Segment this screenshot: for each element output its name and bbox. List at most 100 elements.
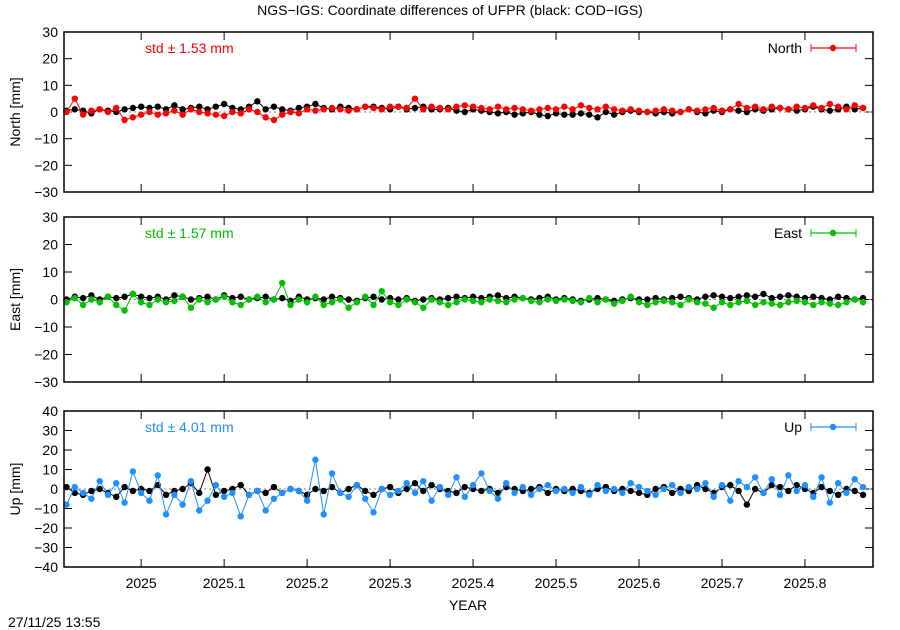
- chart-title: NGS−IGS: Coordinate differences of UFPR …: [257, 2, 643, 18]
- data-point: [411, 489, 419, 497]
- data-point: [137, 103, 145, 110]
- data-point: [204, 497, 211, 504]
- data-point: [785, 472, 792, 479]
- data-point: [212, 111, 220, 118]
- data-point: [743, 483, 751, 491]
- data-point: [129, 468, 137, 475]
- data-point: [818, 104, 825, 112]
- data-point: [702, 300, 709, 307]
- data-point: [710, 104, 717, 112]
- data-point: [843, 106, 850, 113]
- data-point: [204, 110, 211, 117]
- x-tick-label: 2025.3: [369, 575, 412, 591]
- data-point: [220, 493, 228, 500]
- data-point: [494, 292, 502, 299]
- data-point: [279, 279, 286, 287]
- data-point: [411, 299, 419, 306]
- data-point: [71, 294, 78, 302]
- data-point: [312, 293, 319, 300]
- data-point: [801, 299, 809, 306]
- data-point: [577, 483, 585, 491]
- data-point: [511, 296, 518, 303]
- y-tick-label: −30: [34, 184, 58, 200]
- data-point: [677, 108, 684, 116]
- data-point: [179, 485, 186, 493]
- data-point: [137, 299, 145, 306]
- data-point: [88, 487, 95, 495]
- data-point: [785, 106, 792, 113]
- data-point: [494, 110, 502, 117]
- data-point: [652, 107, 659, 114]
- data-point: [594, 106, 601, 113]
- y-tick-label: 10: [42, 264, 58, 280]
- data-point: [859, 483, 867, 491]
- data-point: [395, 487, 402, 495]
- data-point: [793, 487, 800, 495]
- data-point: [776, 301, 784, 309]
- data-point: [494, 495, 502, 502]
- data-point: [635, 483, 643, 491]
- data-point: [237, 301, 244, 309]
- y-tick-label: −10: [34, 319, 58, 335]
- data-point: [511, 111, 518, 118]
- data-point: [851, 102, 858, 109]
- data-point: [511, 104, 518, 112]
- data-point: [561, 103, 568, 110]
- legend-marker: [829, 44, 837, 52]
- data-point: [436, 483, 444, 491]
- data-point: [229, 108, 236, 116]
- data-point: [303, 491, 311, 499]
- data-point: [220, 293, 228, 300]
- data-point: [826, 300, 834, 307]
- data-point: [718, 299, 726, 306]
- data-point: [220, 487, 228, 495]
- data-point: [171, 292, 178, 299]
- data-point: [834, 103, 842, 110]
- data-point: [768, 294, 775, 302]
- data-point: [262, 507, 269, 514]
- data-point: [254, 293, 261, 300]
- data-point: [295, 487, 303, 495]
- data-point: [320, 487, 327, 495]
- data-point: [88, 495, 95, 502]
- data-point: [826, 499, 834, 506]
- data-point: [104, 293, 112, 300]
- data-point: [337, 489, 344, 497]
- data-point: [586, 491, 593, 499]
- data-point: [743, 104, 751, 112]
- x-tick-label: 2025.8: [784, 575, 827, 591]
- data-point: [834, 479, 842, 487]
- data-point: [843, 489, 850, 497]
- y-tick-label: 40: [42, 403, 58, 419]
- data-point: [345, 493, 352, 500]
- data-point: [262, 489, 269, 497]
- data-point: [96, 485, 103, 493]
- data-point: [428, 481, 435, 489]
- data-point: [113, 301, 120, 309]
- data-point: [162, 491, 170, 499]
- data-point: [735, 293, 742, 300]
- x-tick-label: 2025.7: [701, 575, 744, 591]
- data-point: [486, 487, 493, 495]
- y-tick-label: −10: [34, 131, 58, 147]
- data-point: [71, 106, 78, 113]
- data-point: [768, 300, 775, 307]
- data-point: [503, 479, 510, 487]
- y-tick-label: 0: [50, 104, 58, 120]
- data-point: [345, 485, 352, 493]
- data-point: [619, 297, 626, 305]
- data-point: [619, 107, 626, 114]
- data-point: [594, 114, 601, 121]
- data-point: [453, 293, 460, 300]
- data-point: [652, 299, 659, 306]
- data-point: [768, 476, 775, 483]
- data-point: [760, 290, 767, 298]
- data-point: [121, 307, 128, 314]
- data-point: [113, 479, 120, 487]
- data-point: [627, 293, 634, 300]
- data-point: [544, 489, 551, 497]
- data-point: [295, 104, 303, 112]
- data-point: [320, 511, 327, 518]
- data-point: [810, 301, 817, 309]
- data-point: [768, 481, 775, 489]
